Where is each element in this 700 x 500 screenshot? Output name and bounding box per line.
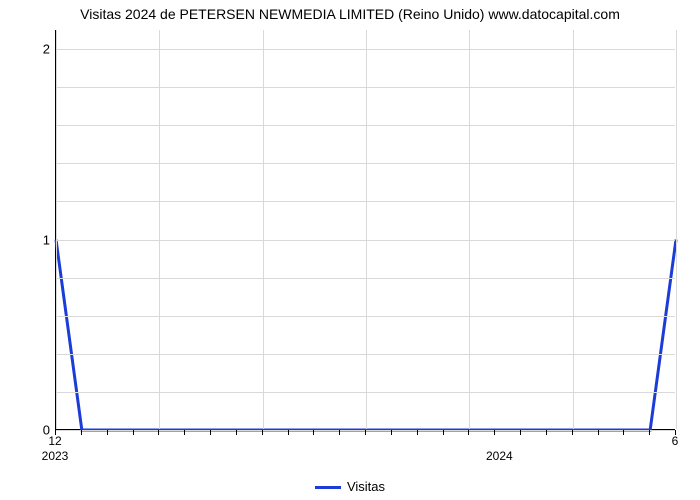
plot-area (55, 30, 675, 430)
x-minor-tick (210, 430, 211, 435)
x-minor-tick (236, 430, 237, 435)
x-month-label: 12 (48, 434, 61, 448)
x-minor-tick (546, 430, 547, 435)
visits-line-chart: Visitas 2024 de PETERSEN NEWMEDIA LIMITE… (0, 0, 700, 500)
x-minor-tick (443, 430, 444, 435)
x-minor-tick (417, 430, 418, 435)
x-minor-tick (158, 430, 159, 435)
x-minor-tick (494, 430, 495, 435)
y-tick-label: 1 (10, 232, 50, 247)
x-minor-tick (339, 430, 340, 435)
gridline-vertical (366, 30, 367, 429)
y-tick-label: 0 (10, 423, 50, 438)
x-minor-tick (572, 430, 573, 435)
x-minor-tick (107, 430, 108, 435)
x-month-label: 6 (672, 434, 679, 448)
x-year-label: 2024 (486, 449, 513, 463)
x-minor-tick (133, 430, 134, 435)
x-year-label: 2023 (42, 449, 69, 463)
gridline-vertical (469, 30, 470, 429)
x-minor-tick (598, 430, 599, 435)
legend-label: Visitas (347, 479, 385, 494)
chart-title: Visitas 2024 de PETERSEN NEWMEDIA LIMITE… (0, 6, 700, 22)
x-minor-tick (365, 430, 366, 435)
x-minor-tick (468, 430, 469, 435)
x-minor-tick (81, 430, 82, 435)
x-minor-tick (623, 430, 624, 435)
gridline-vertical (676, 30, 677, 429)
x-minor-tick (391, 430, 392, 435)
x-minor-tick (288, 430, 289, 435)
gridline-vertical (159, 30, 160, 429)
x-minor-tick (649, 430, 650, 435)
gridline-vertical (573, 30, 574, 429)
x-minor-tick (313, 430, 314, 435)
x-minor-tick (184, 430, 185, 435)
gridline-vertical (263, 30, 264, 429)
legend-swatch (315, 486, 341, 489)
x-minor-tick (520, 430, 521, 435)
gridline-vertical (56, 30, 57, 429)
x-minor-tick (262, 430, 263, 435)
chart-legend: Visitas (0, 479, 700, 494)
y-tick-label: 2 (10, 42, 50, 57)
